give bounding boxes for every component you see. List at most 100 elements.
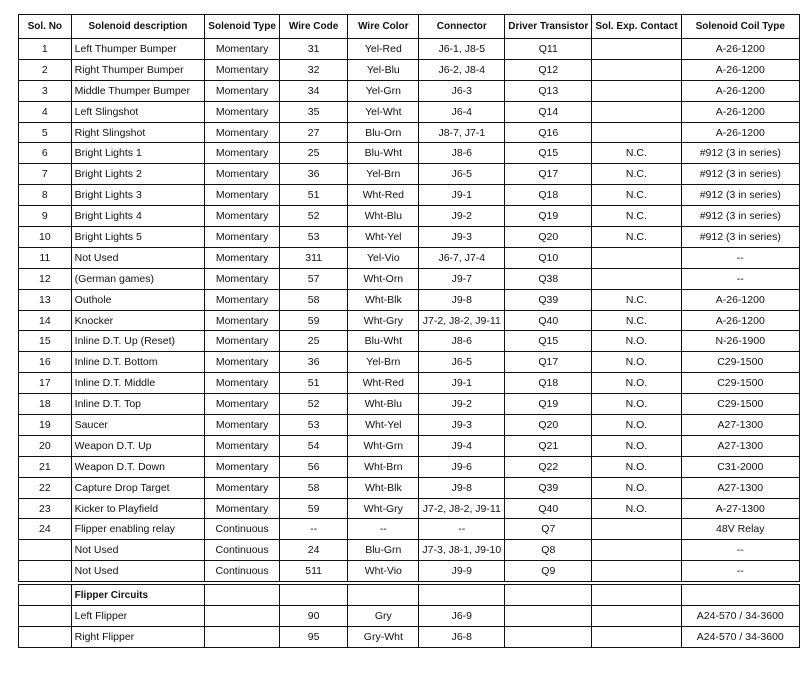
- cell-driver-transistor: Q15: [504, 142, 593, 165]
- cell-coil-type: A27-1300: [680, 414, 800, 436]
- cell-sol-no: 3: [18, 79, 72, 102]
- cell-driver-transistor: Q17: [504, 351, 593, 374]
- cell-driver-transistor: Q40: [504, 309, 593, 332]
- cell-coil-type: A-26-1200: [680, 121, 800, 144]
- header-sol-no: Sol. No: [18, 14, 72, 39]
- table-row: 12 (German games) Momentary 57 Wht-Orn J9-7 Q3…: [18, 267, 800, 290]
- cell-sol-no: 12: [18, 267, 72, 290]
- cell-type: Momentary: [204, 330, 280, 353]
- cell-description: Bright Lights 5: [70, 226, 206, 248]
- cell-connector: J9-2: [418, 393, 506, 416]
- cell-wire-color: Blu-Grn: [347, 539, 420, 562]
- cell-type: Momentary: [204, 309, 280, 332]
- cell-connector: J9-2: [418, 205, 506, 228]
- cell-wire-code: 27: [278, 121, 349, 144]
- table-row: 3 Middle Thumper Bumper Momentary 34 Yel-Grn…: [18, 79, 800, 102]
- cell-wire-code: 53: [278, 226, 349, 248]
- cell-driver-transistor: Q38: [504, 267, 593, 290]
- cell-type: Momentary: [204, 393, 280, 416]
- cell-connector: J8-6: [418, 142, 506, 165]
- table-row: 22 Capture Drop Target Momentary 58 Wht-Blk J…: [18, 476, 800, 499]
- cell-sol-no: 20: [18, 434, 72, 457]
- cell-connector: J9-6: [418, 455, 506, 478]
- cell-description: Bright Lights 1: [70, 142, 206, 165]
- cell-connector: J6-2, J8-4: [418, 58, 506, 81]
- cell-type: Momentary: [204, 267, 280, 290]
- cell-driver-transistor: Q8: [504, 539, 593, 562]
- cell-driver-transistor: Q18: [504, 184, 593, 207]
- cell-driver-transistor: Q9: [504, 560, 593, 584]
- cell-driver-transistor: Q40: [504, 497, 593, 520]
- cell-wire-color: Wht-Yel: [347, 226, 420, 248]
- header-wire-color: Wire Color: [347, 14, 420, 39]
- solenoid-table: Sol. No Solenoid description Solenoid Type…: [18, 14, 800, 648]
- cell-coil-type: #912 (3 in series): [680, 205, 800, 228]
- cell-exp-contact: [591, 38, 682, 60]
- cell-connector: J9-4: [418, 434, 506, 457]
- cell-description: Right Slingshot: [70, 121, 206, 144]
- empty-cell: [504, 581, 593, 607]
- cell-exp-contact: N.C.: [591, 205, 682, 228]
- cell-coil-type: A-26-1200: [680, 288, 800, 311]
- cell-description: Flipper enabling relay: [70, 518, 206, 541]
- cell-wire-code: 95: [278, 625, 349, 648]
- cell-coil-type: A-26-1200: [680, 79, 800, 102]
- cell-connector: J8-6: [418, 330, 506, 353]
- table-row: 7 Bright Lights 2 Momentary 36 Yel-Brn J6-5 Q1…: [18, 163, 800, 186]
- cell-coil-type: A-27-1300: [680, 497, 800, 520]
- cell-driver-transistor: Q17: [504, 163, 593, 186]
- cell-connector: J7-2, J8-2, J9-11: [418, 309, 506, 332]
- cell-connector: J6-8: [418, 625, 506, 648]
- cell-connector: J9-7: [418, 267, 506, 290]
- table-row: 16 Inline D.T. Bottom Momentary 36 Yel-Brn J6…: [18, 351, 800, 374]
- cell-connector: J8-7, J7-1: [418, 121, 506, 144]
- cell-sol-no: 14: [18, 309, 72, 332]
- cell-connector: J9-3: [418, 226, 506, 248]
- table-row: 5 Right Slingshot Momentary 27 Blu-Orn J8-7, …: [18, 121, 800, 144]
- cell-type: Continuous: [204, 560, 280, 584]
- cell-exp-contact: N.C.: [591, 288, 682, 311]
- cell-coil-type: --: [680, 267, 800, 290]
- cell-coil-type: C31-2000: [680, 455, 800, 478]
- table-row: Not Used Continuous 24 Blu-Grn J7-3, J8-1, J…: [18, 539, 800, 562]
- cell-wire-color: Wht-Red: [347, 372, 420, 395]
- cell-exp-contact: N.C.: [591, 226, 682, 248]
- cell-driver-transistor: Q12: [504, 58, 593, 81]
- cell-connector: J9-8: [418, 288, 506, 311]
- cell-wire-code: 90: [278, 605, 349, 627]
- table-row: 19 Saucer Momentary 53 Wht-Yel J9-3 Q20 N.O. A27…: [18, 414, 800, 436]
- table-row: 10 Bright Lights 5 Momentary 53 Wht-Yel J9-3 Q…: [18, 226, 800, 248]
- cell-connector: J6-5: [418, 351, 506, 374]
- cell-type: Momentary: [204, 100, 280, 123]
- cell-wire-color: Wht-Gry: [347, 309, 420, 332]
- cell-description: Not Used: [70, 539, 206, 562]
- cell-wire-code: 25: [278, 330, 349, 353]
- cell-description: Not Used: [70, 560, 206, 584]
- cell-description: Middle Thumper Bumper: [70, 79, 206, 102]
- cell-type: Momentary: [204, 226, 280, 248]
- cell-exp-contact: N.O.: [591, 497, 682, 520]
- cell-wire-code: 54: [278, 434, 349, 457]
- cell-driver-transistor: Q20: [504, 226, 593, 248]
- cell-type: Momentary: [204, 414, 280, 436]
- cell-driver-transistor: Q15: [504, 330, 593, 353]
- cell-coil-type: #912 (3 in series): [680, 184, 800, 207]
- cell-wire-code: 52: [278, 393, 349, 416]
- table-row: 4 Left Slingshot Momentary 35 Yel-Wht J6-4 Q14…: [18, 100, 800, 123]
- table-row: Not Used Continuous 511 Wht-Vio J9-9 Q9 --: [18, 560, 800, 584]
- empty-cell: [278, 581, 349, 607]
- cell-wire-code: 53: [278, 414, 349, 436]
- cell-exp-contact: N.O.: [591, 414, 682, 436]
- header-driver-transistor: Driver Transistor: [504, 14, 593, 39]
- cell-description: Not Used: [70, 246, 206, 269]
- cell-coil-type: --: [680, 246, 800, 269]
- cell-wire-color: Gry: [347, 605, 420, 627]
- table-row: 21 Weapon D.T. Down Momentary 56 Wht-Brn J9-6…: [18, 455, 800, 478]
- cell-description: Knocker: [70, 309, 206, 332]
- cell-wire-color: Blu-Wht: [347, 330, 420, 353]
- cell-description: Bright Lights 2: [70, 163, 206, 186]
- cell-type: Momentary: [204, 497, 280, 520]
- cell-type: Momentary: [204, 58, 280, 81]
- table-row: Left Flipper 90 Gry J6-9 A24-570 / 34-3600: [18, 605, 800, 627]
- table-row: 15 Inline D.T. Up (Reset) Momentary 25 Blu-W…: [18, 330, 800, 353]
